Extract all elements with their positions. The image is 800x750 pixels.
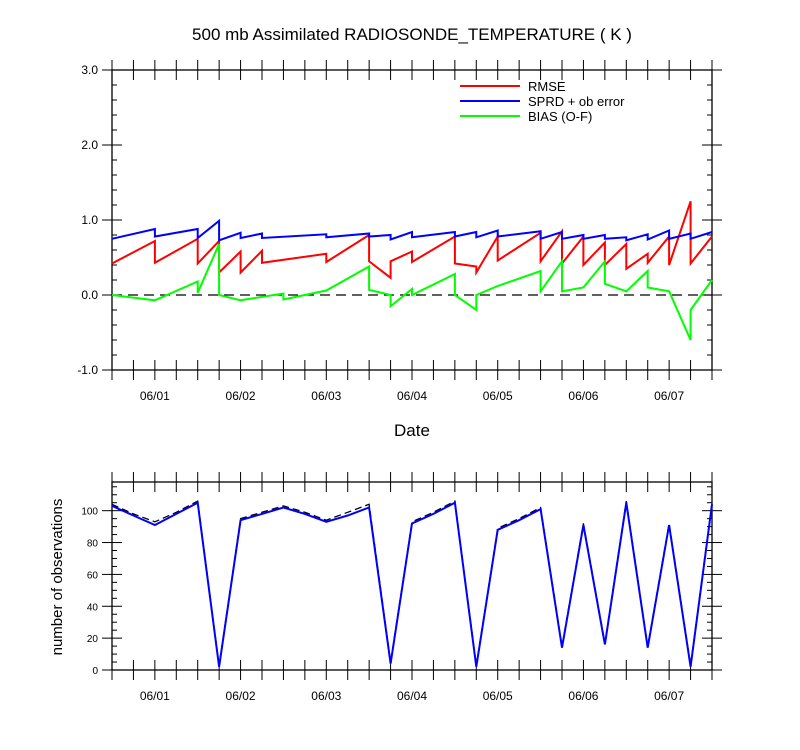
series-line-observations-used-: [111, 501, 713, 667]
x-tick-label: 06/03: [311, 389, 341, 403]
x-tick-label: 06/01: [140, 389, 170, 403]
legend-label: RMSE: [528, 79, 566, 94]
legend-label: BIAS (O-F): [528, 109, 592, 124]
y-tick-label: 0: [92, 666, 98, 677]
series-line-bias-o-f-: [111, 243, 713, 341]
x-tick-label: 06/04: [397, 389, 427, 403]
x-tick-label: 06/06: [568, 689, 598, 703]
y-tick-label: 20: [87, 634, 99, 645]
x-tick-label: 06/01: [140, 689, 170, 703]
chart-title: 500 mb Assimilated RADIOSONDE_TEMPERATUR…: [192, 25, 632, 44]
y-tick-label: 2.0: [81, 138, 98, 152]
x-tick-label: 06/04: [397, 689, 427, 703]
series-line-rmse: [111, 200, 713, 280]
series-line-sprd-ob-error: [111, 218, 713, 242]
y-tick-label: 3.0: [81, 63, 98, 77]
y-tick-label: -1.0: [77, 363, 98, 377]
y-tick-label: 80: [87, 539, 99, 550]
y-tick-label: 0.0: [81, 288, 98, 302]
x-tick-label: 06/02: [226, 689, 256, 703]
y-tick-label: 1.0: [81, 213, 98, 227]
top-x-axis-label: Date: [394, 421, 430, 440]
x-tick-label: 06/05: [483, 689, 513, 703]
top-chart: -1.0 0.0 1.0 2.0 3.0 06/01 06/02 06/03 06/04 06/0…: [77, 60, 722, 403]
x-tick-label: 06/07: [654, 689, 684, 703]
y-tick-label: 100: [81, 507, 98, 518]
bottom-chart: 0 20 40 60 80 100 06/01 06/02 06/03 06/04 06/05 06/…: [81, 472, 722, 703]
y-tick-label: 60: [87, 570, 99, 581]
x-tick-label: 06/02: [226, 389, 256, 403]
x-tick-label: 06/05: [483, 389, 513, 403]
y-tick-label: 40: [87, 602, 99, 613]
plot-frame: [111, 69, 713, 371]
bottom-y-axis-label: number of observations: [49, 499, 66, 656]
plot-frame: [111, 481, 713, 671]
x-tick-label: 06/06: [568, 389, 598, 403]
legend-label: SPRD + ob error: [528, 94, 625, 109]
x-tick-label: 06/07: [654, 389, 684, 403]
x-tick-label: 06/03: [311, 689, 341, 703]
